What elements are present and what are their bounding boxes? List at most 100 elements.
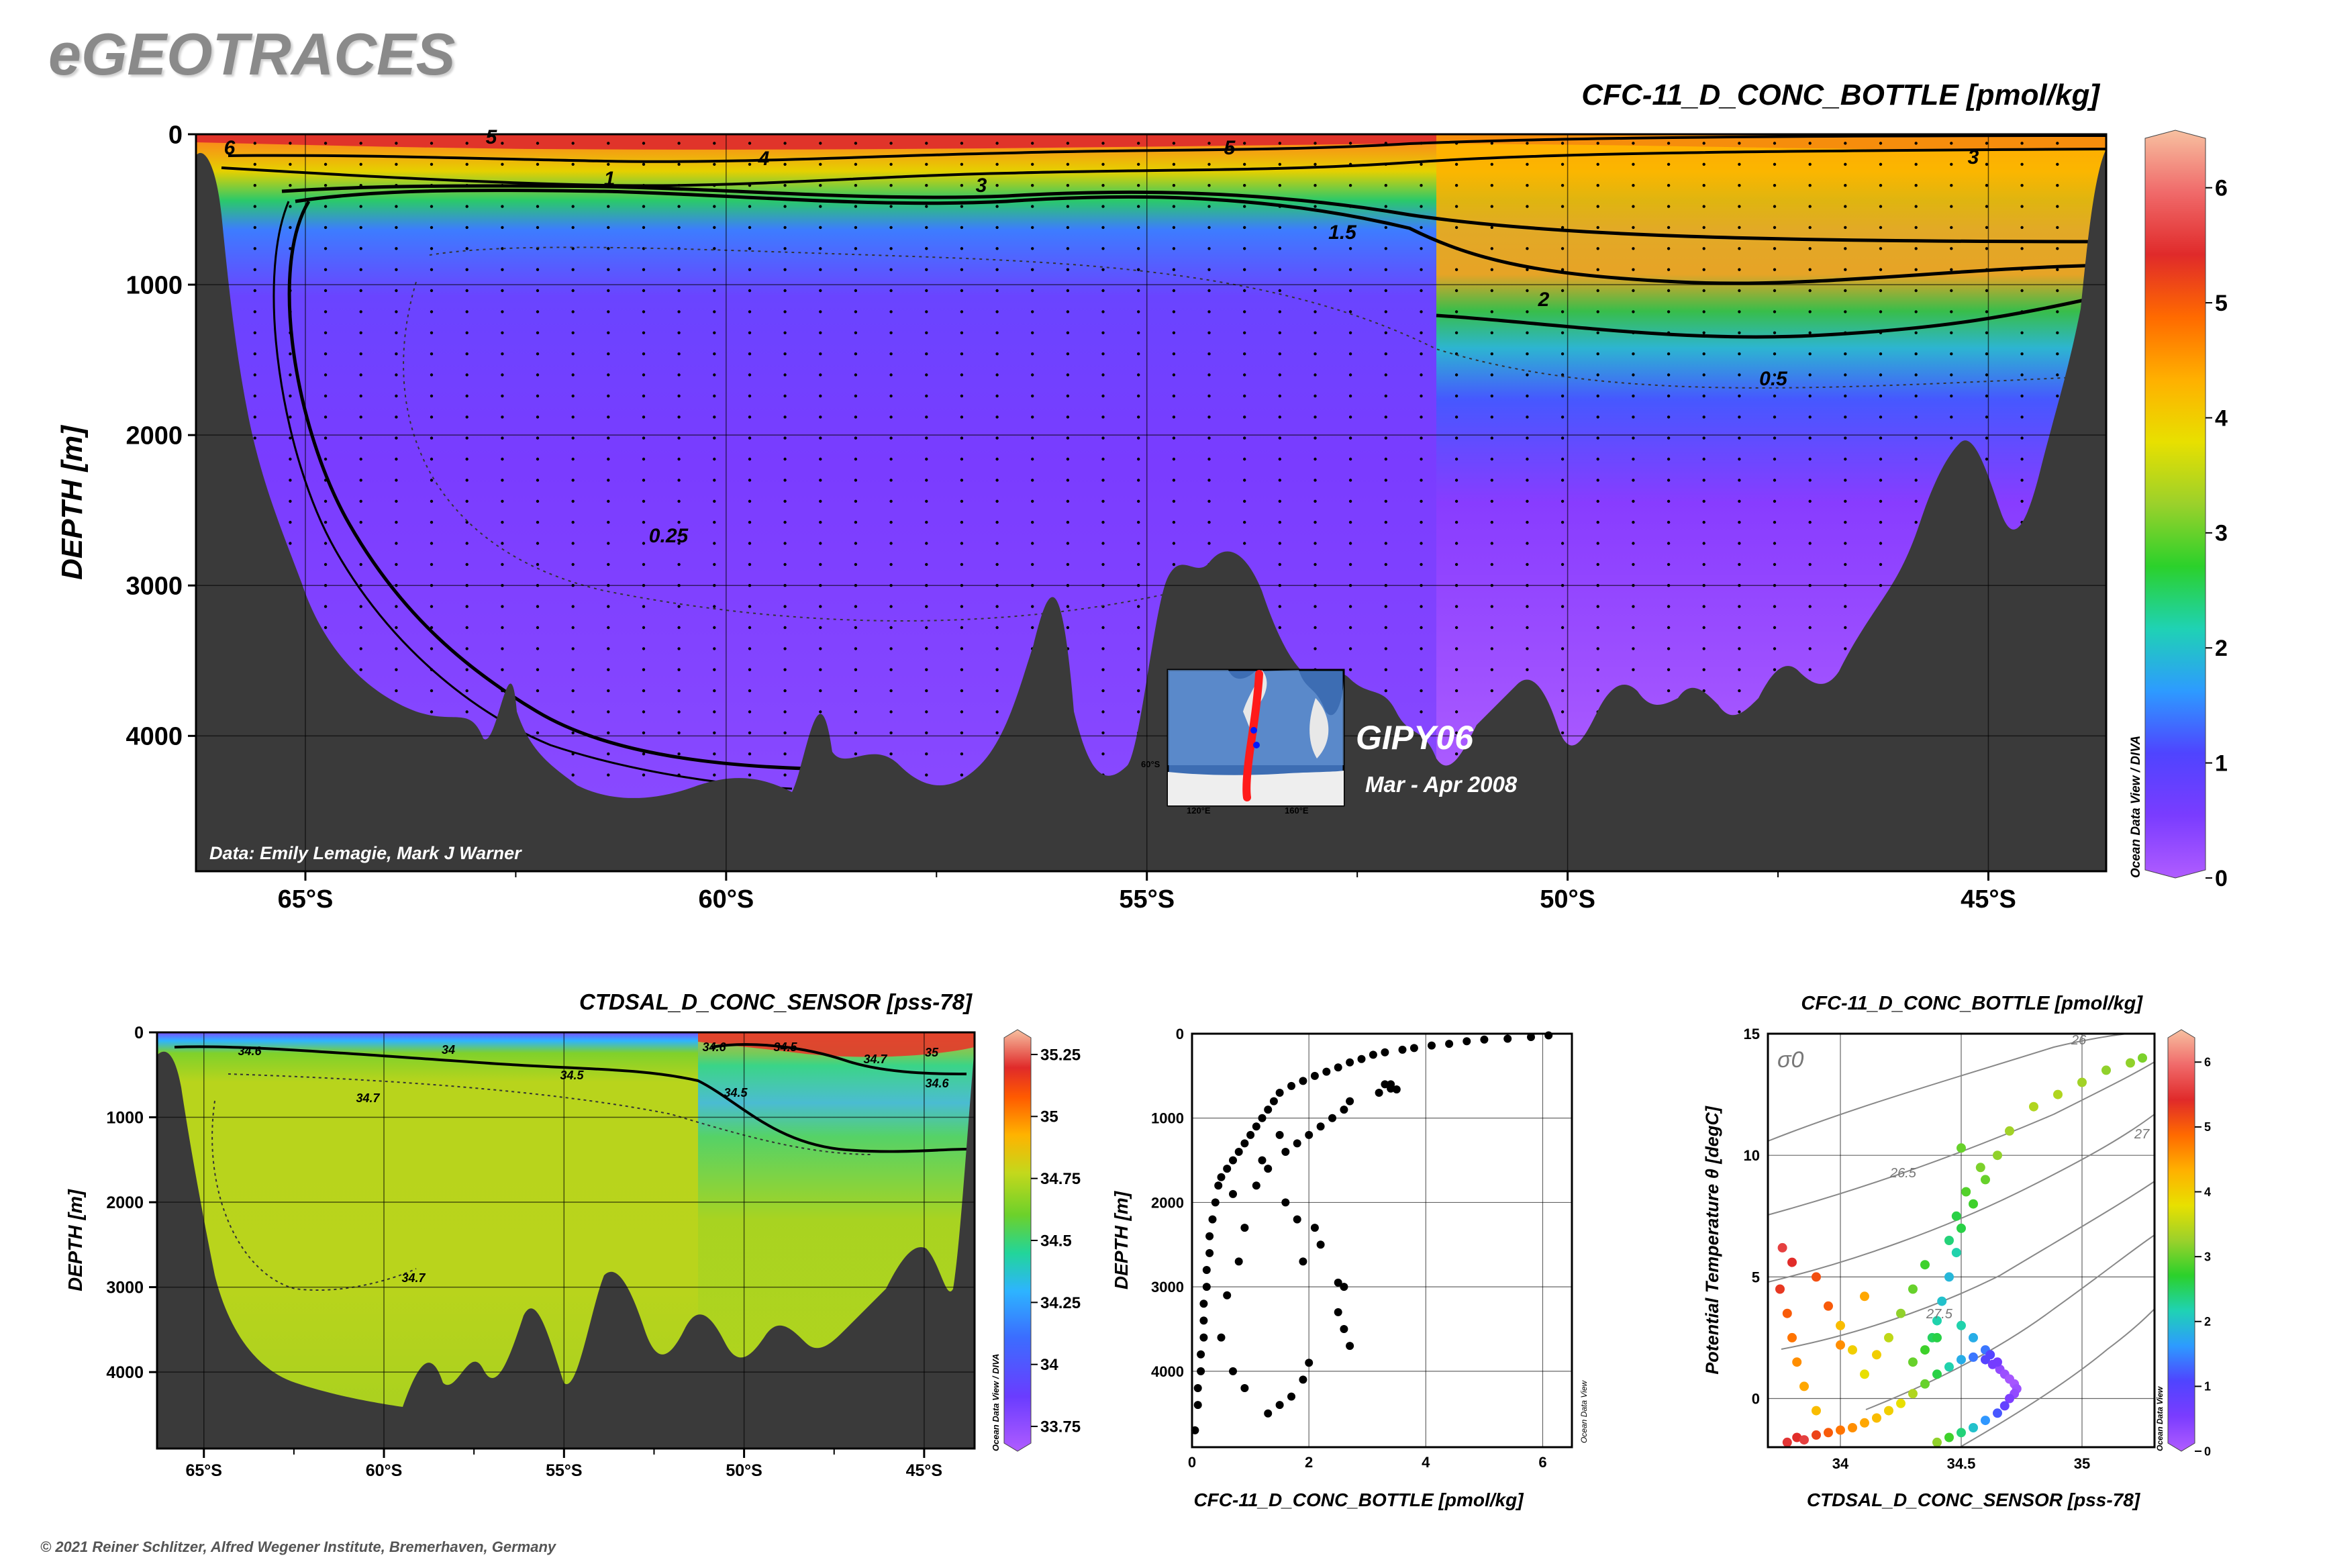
- contour-3: [221, 148, 2107, 187]
- colorbar-tick-label: 35.25: [1040, 1046, 1081, 1064]
- data-point: [1932, 1437, 1942, 1447]
- station-dot: [1808, 162, 1812, 166]
- station-dot: [465, 647, 468, 650]
- station-dot: [1454, 668, 1458, 671]
- station-dot: [1879, 352, 1883, 356]
- station-dot: [1031, 479, 1034, 482]
- station-dot: [1137, 626, 1140, 630]
- station-dot: [1454, 457, 1458, 461]
- station-dot: [1314, 626, 1317, 630]
- station-dot: [1702, 142, 1705, 145]
- data-point: [1334, 1063, 1342, 1072]
- station-dot: [889, 289, 893, 293]
- station-dot: [889, 373, 893, 377]
- station-dot: [1137, 415, 1140, 419]
- station-dot: [854, 605, 858, 608]
- station-dot: [713, 352, 716, 356]
- station-dot: [1172, 226, 1176, 230]
- station-dot: [359, 205, 362, 208]
- station-dot: [1420, 331, 1423, 334]
- station-dot: [1207, 331, 1211, 334]
- station-dot: [1808, 352, 1812, 356]
- station-dot: [783, 499, 787, 503]
- station-dot: [783, 184, 787, 187]
- station-dot: [1808, 436, 1812, 440]
- station-dot: [819, 184, 822, 187]
- station-dot: [289, 542, 292, 545]
- station-dot: [677, 205, 681, 208]
- station-dot: [1667, 162, 1671, 166]
- station-dot: [1137, 436, 1140, 440]
- station-dot: [783, 752, 787, 756]
- station-dot: [677, 562, 681, 567]
- station-dot: [1454, 436, 1458, 440]
- station-dot: [1985, 394, 1989, 398]
- station-dot: [571, 394, 575, 398]
- station-dot: [819, 710, 822, 714]
- station-dot: [960, 710, 964, 714]
- data-point: [1229, 1189, 1237, 1198]
- station-dot: [960, 520, 964, 524]
- data-point: [1229, 1156, 1237, 1165]
- station-dot: [1773, 647, 1777, 650]
- station-dot: [395, 562, 398, 567]
- station-dot: [1243, 373, 1246, 377]
- station-dot: [1207, 268, 1211, 271]
- station-dot: [536, 436, 540, 440]
- station-dot: [1738, 605, 1741, 608]
- station-dot: [1773, 331, 1777, 334]
- station-dot: [1773, 394, 1777, 398]
- data-credit: Data: Emily Lemagie, Mark J Warner: [209, 843, 522, 863]
- station-dot: [1101, 752, 1105, 756]
- station-dot: [1632, 184, 1635, 187]
- station-dot: [1031, 373, 1034, 377]
- station-dot: [536, 394, 540, 398]
- station-dot: [1596, 205, 1599, 208]
- station-dot: [571, 647, 575, 650]
- colorbar-caption: Ocean Data View / DIVA: [2129, 736, 2143, 878]
- station-dot: [359, 499, 362, 503]
- station-dot: [960, 226, 964, 230]
- station-dot: [713, 162, 716, 166]
- station-dot: [501, 352, 504, 356]
- station-dot: [1420, 352, 1423, 356]
- station-dot: [324, 626, 328, 630]
- station-dot: [1844, 247, 1847, 250]
- station-dot: [889, 394, 893, 398]
- station-dot: [1702, 457, 1705, 461]
- y-tick-label: 3000: [106, 1278, 144, 1297]
- contour-1-thin: [273, 201, 793, 790]
- data-point: [1932, 1369, 1942, 1379]
- station-dot: [1420, 205, 1423, 208]
- station-dot: [1314, 142, 1317, 145]
- station-dot: [1773, 184, 1777, 187]
- station-dot: [607, 457, 610, 461]
- station-dot: [1137, 499, 1140, 503]
- station-dot: [1879, 415, 1883, 419]
- data-point: [1896, 1308, 1905, 1318]
- station-dot: [1738, 226, 1741, 230]
- station-dot: [642, 162, 646, 166]
- cruise-name: GIPY06: [1356, 719, 1474, 756]
- station-dot: [1490, 689, 1493, 693]
- station-dot: [713, 331, 716, 334]
- station-dot: [536, 142, 540, 145]
- data-point: [1199, 1316, 1208, 1325]
- station-dot: [1561, 289, 1565, 293]
- y-tick-label: 4000: [126, 723, 183, 751]
- station-dot: [1596, 373, 1599, 377]
- station-dot: [1348, 668, 1352, 671]
- station-dot: [1066, 542, 1070, 545]
- station-dot: [1384, 373, 1387, 377]
- isopycnal: [1767, 1114, 2155, 1283]
- station-dot: [1207, 289, 1211, 293]
- station-dot: [960, 773, 964, 777]
- data-point: [2101, 1065, 2111, 1075]
- station-dot: [395, 205, 398, 208]
- station-dot: [854, 142, 858, 145]
- station-dot: [1667, 542, 1671, 545]
- station-dot: [1101, 142, 1105, 145]
- station-dot: [607, 352, 610, 356]
- station-dot: [289, 436, 292, 440]
- station-dot: [2056, 394, 2059, 398]
